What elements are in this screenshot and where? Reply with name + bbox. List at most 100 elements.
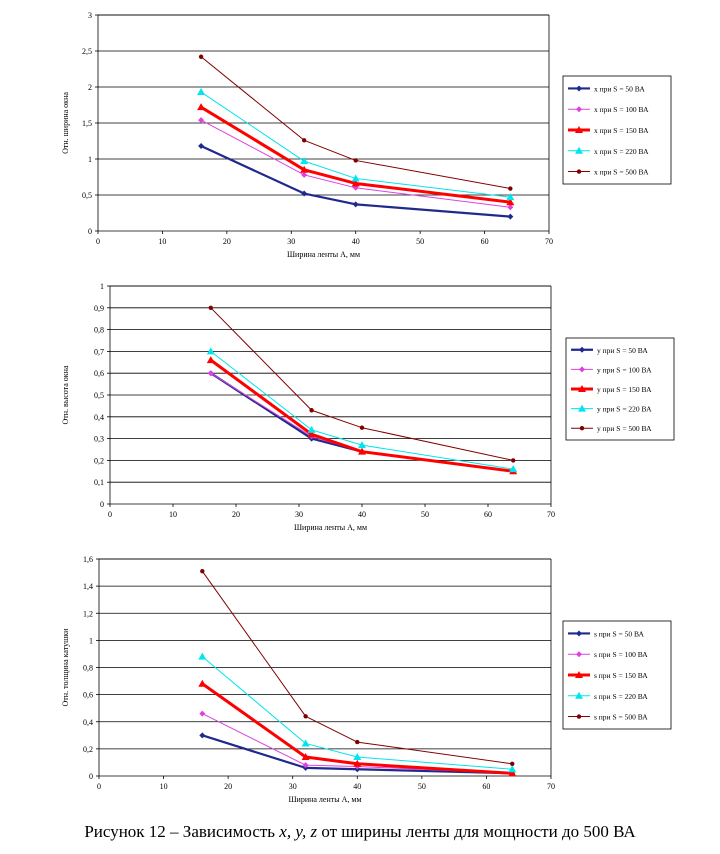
series-2 [207,370,517,475]
data-point [301,739,310,747]
y-tick-label: 0 [88,227,92,236]
data-point [199,732,206,739]
x-tick-label: 0 [97,782,101,791]
chart-y-svg: 00,10,20,30,40,50,60,70,80,910 10 20 30 40 50… [61,282,675,532]
data-point [207,370,214,377]
data-point [355,739,360,745]
x-tick-label: 50 [418,782,426,791]
series-line [210,372,514,473]
series-line [200,105,511,204]
x-tick-label: 10 [158,237,166,246]
legend-label: x при S = 500 ВА [594,168,649,177]
chart-y-height: 0 0,1 0,2 0,3 0,4 0,5 0,6 0,7 0,8 0,9 1 0 10 20 30 40 50… [0,270,720,545]
x-tick-label: 70 [547,510,555,519]
y-axis-label: Отн. толщина катушки [61,628,70,707]
caption-vars: x, y, z [279,822,318,841]
y-tick-label: 0,6 [94,369,104,378]
chart-s-thickness: 0 0,2 0,4 0,6 0,8 1 1,2 1,4 1,6 0 10 20 30 40 50 60 70 Ши… [0,545,720,815]
x-tick-label: 40 [358,510,366,519]
series-line [201,682,513,775]
y-tick-label: 2 [88,83,92,92]
data-point [302,762,309,769]
series-line [201,656,513,770]
legend-marker [575,146,583,154]
series-3 [206,356,518,475]
data-point [198,117,205,124]
legend-marker [579,426,585,431]
data-point [200,569,205,574]
data-point [198,679,207,687]
y-tick-label: 0,7 [94,347,104,356]
data-point [206,347,215,355]
data-point [309,408,314,413]
data-point [199,710,206,717]
y-tick-label: 0,2 [83,745,93,754]
legend-label: s при S = 150 ВА [594,671,648,680]
series-4 [197,88,515,201]
series-5 [200,569,515,766]
series-line [200,91,511,198]
x-axis-label: Ширина ленты А, мм [287,250,360,259]
y-tick-label: 0,1 [94,478,104,487]
x-axis-label: Ширина ленты А, мм [294,523,367,532]
legend-label: y при S = 150 ВА [597,385,652,394]
data-point [511,458,516,463]
data-point [208,305,213,310]
series-line [209,358,514,473]
data-point [352,201,359,208]
data-point [507,204,514,211]
figure-caption: Рисунок 12 – Зависимость x, y, z от шири… [0,822,720,842]
series-1 [207,370,517,475]
data-point [359,425,365,430]
series-1 [198,143,514,220]
legend-marker [576,169,582,174]
legend-marker [576,106,582,113]
series-5 [208,305,516,463]
data-point [198,143,205,150]
y-tick-label: 0 [89,772,93,781]
data-point [206,356,215,364]
x-tick-label: 0 [96,237,100,246]
data-point [301,171,308,178]
y-tick-label: 0,5 [82,191,92,200]
y-tick-label: 1,4 [83,582,93,591]
data-point [307,425,316,433]
legend-marker [578,385,586,392]
series-line [210,351,514,470]
y-tick-label: 0,8 [83,664,93,673]
legend-label: y при S = 50 ВА [597,346,648,355]
y-tick-label: 0,6 [83,691,93,700]
series-line [200,145,511,218]
series-4 [206,347,518,473]
x-tick-label: 40 [353,782,361,791]
series-5 [198,54,513,191]
legend-label: s при S = 100 ВА [594,650,648,659]
y-axis-label: Отн. ширина окна [61,92,70,154]
series-line [200,119,511,208]
data-point [198,54,204,59]
legend-marker [576,714,582,719]
x-axis-label: Ширина ленты А, мм [288,795,361,804]
y-tick-label: 1 [89,636,93,645]
y-tick-label: 0,3 [94,435,104,444]
legend-marker [575,671,583,678]
x-tick-label: 30 [295,510,303,519]
data-point [358,441,366,449]
y-axis-label: Отн. высота окна [61,365,70,424]
legend-label: s при S = 500 ВА [594,713,648,722]
data-point [301,138,307,143]
legend-marker [576,85,582,92]
data-point [510,761,515,766]
legend-marker [575,126,583,133]
chart-s-svg: 0 0,2 0,4 0,6 0,8 1 1,2 1,4 1,6 0 10 20 30 40 50 60 70 Ши… [61,555,672,804]
caption-suffix: от ширины ленты для мощности до 500 ВА [317,822,636,841]
legend-label: y при S = 220 ВА [597,405,652,414]
x-tick-label: 20 [223,237,231,246]
data-point [509,465,518,473]
x-tick-label: 50 [421,510,429,519]
data-point [303,714,308,719]
legend-marker [576,651,582,658]
x-tick-label: 60 [482,782,490,791]
y-tick-label: 0,9 [94,304,104,313]
